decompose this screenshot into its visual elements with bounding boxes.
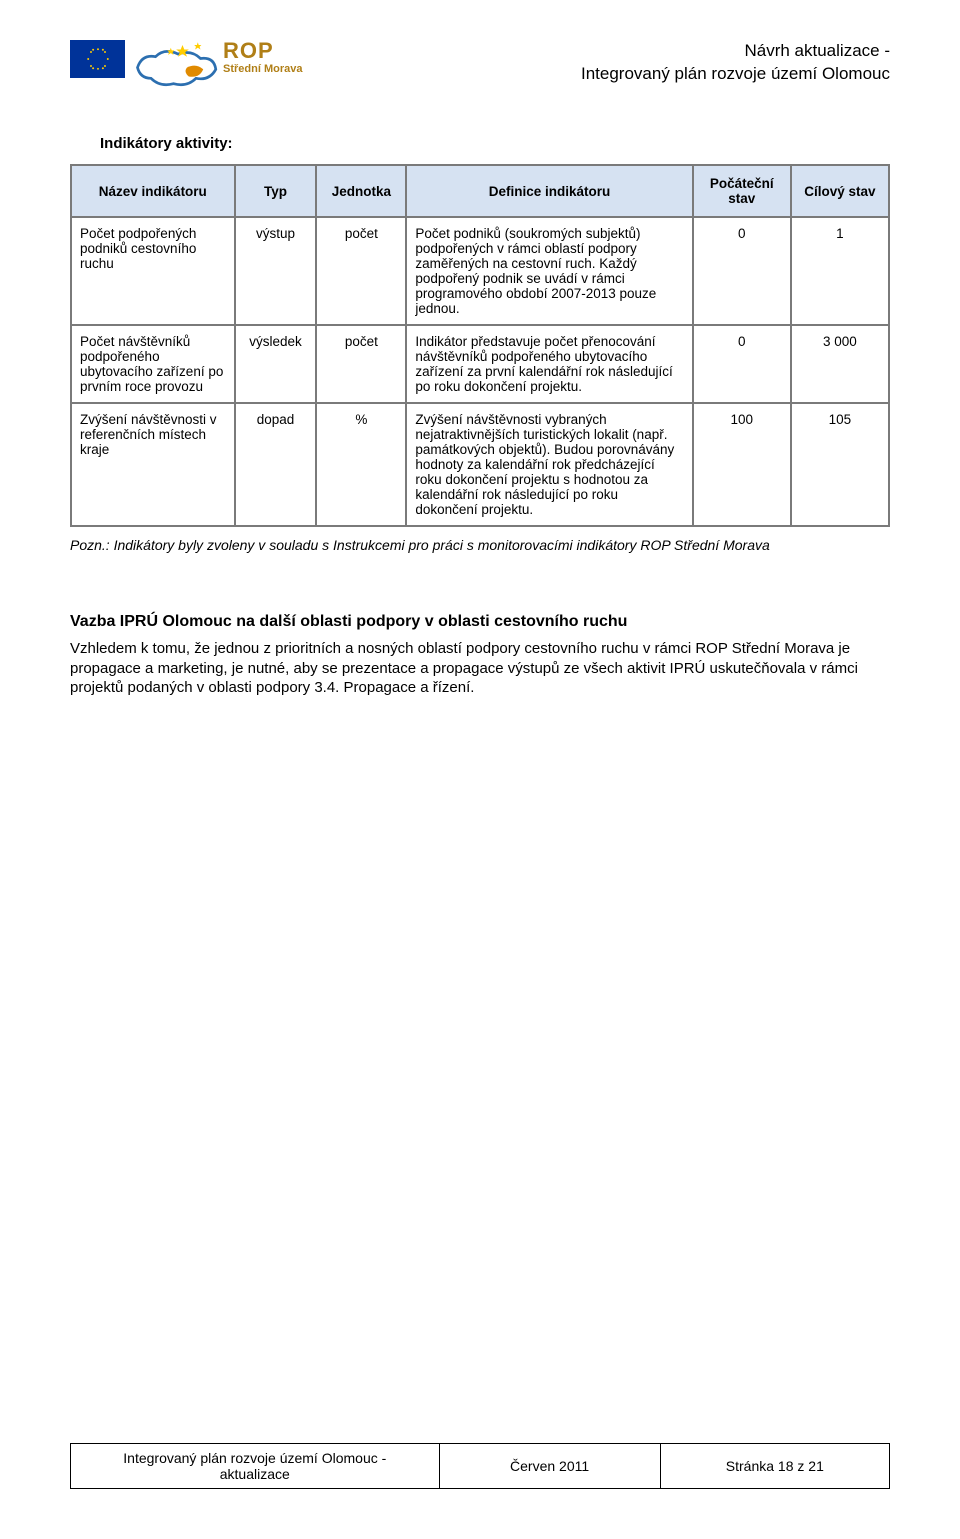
th-type: Typ (235, 165, 317, 217)
table-row: Počet návštěvníků podpořeného ubytovacíh… (71, 325, 889, 403)
footer-center: Červen 2011 (439, 1444, 660, 1489)
table-row: Zvýšení návštěvnosti v referenčních míst… (71, 403, 889, 526)
cell-start: 0 (693, 325, 791, 403)
cell-unit: % (316, 403, 406, 526)
cell-name: Počet návštěvníků podpořeného ubytovacíh… (71, 325, 235, 403)
cell-target: 3 000 (791, 325, 889, 403)
footer-left-line2: aktualizace (81, 1466, 429, 1482)
cell-definition: Zvýšení návštěvnosti vybraných nejatrakt… (406, 403, 692, 526)
cell-start: 0 (693, 217, 791, 325)
table-header-row: Název indikátoru Typ Jednotka Definice i… (71, 165, 889, 217)
document-title: Návrh aktualizace - Integrovaný plán roz… (581, 40, 890, 86)
th-definition: Definice indikátoru (406, 165, 692, 217)
cell-name: Zvýšení návštěvnosti v referenčních míst… (71, 403, 235, 526)
cell-unit: počet (316, 217, 406, 325)
eu-stars-icon (84, 45, 112, 73)
title-line-2: Integrovaný plán rozvoje území Olomouc (581, 63, 890, 86)
th-name: Název indikátoru (71, 165, 235, 217)
eu-flag-icon (70, 40, 125, 78)
cell-unit: počet (316, 325, 406, 403)
cell-type: výstup (235, 217, 317, 325)
table-row: Počet podpořených podniků cestovního ruc… (71, 217, 889, 325)
body-heading: Vazba IPRÚ Olomouc na další oblasti podp… (70, 613, 890, 631)
logo-group: ROP Střední Morava (70, 40, 302, 95)
footer-right: Stránka 18 z 21 (660, 1444, 889, 1489)
cell-target: 1 (791, 217, 889, 325)
footer-table: Integrovaný plán rozvoje území Olomouc -… (70, 1443, 890, 1489)
cell-definition: Počet podniků (soukromých subjektů) podp… (406, 217, 692, 325)
cell-target: 105 (791, 403, 889, 526)
body-text: Vzhledem k tomu, že jednou z prioritních… (70, 639, 890, 698)
footer-left: Integrovaný plán rozvoje území Olomouc -… (71, 1444, 440, 1489)
title-line-1: Návrh aktualizace - (581, 40, 890, 63)
th-target: Cílový stav (791, 165, 889, 217)
cell-start: 100 (693, 403, 791, 526)
rop-big-text: ROP (223, 40, 302, 62)
cell-type: výsledek (235, 325, 317, 403)
rop-label: ROP Střední Morava (223, 40, 302, 75)
cell-type: dopad (235, 403, 317, 526)
page-header: ROP Střední Morava Návrh aktualizace - I… (70, 40, 890, 95)
cell-name: Počet podpořených podniků cestovního ruc… (71, 217, 235, 325)
cz-rop-logo: ROP Střední Morava (133, 40, 302, 95)
table-note: Pozn.: Indikátory byly zvoleny v souladu… (70, 537, 890, 553)
th-start: Počáteční stav (693, 165, 791, 217)
section-title: Indikátory aktivity: (100, 135, 890, 152)
footer-left-line1: Integrovaný plán rozvoje území Olomouc - (81, 1450, 429, 1466)
th-unit: Jednotka (316, 165, 406, 217)
cell-definition: Indikátor představuje počet přenocování … (406, 325, 692, 403)
rop-small-text: Střední Morava (223, 64, 302, 75)
cz-map-icon (133, 40, 223, 95)
indicator-table: Název indikátoru Typ Jednotka Definice i… (70, 164, 890, 527)
